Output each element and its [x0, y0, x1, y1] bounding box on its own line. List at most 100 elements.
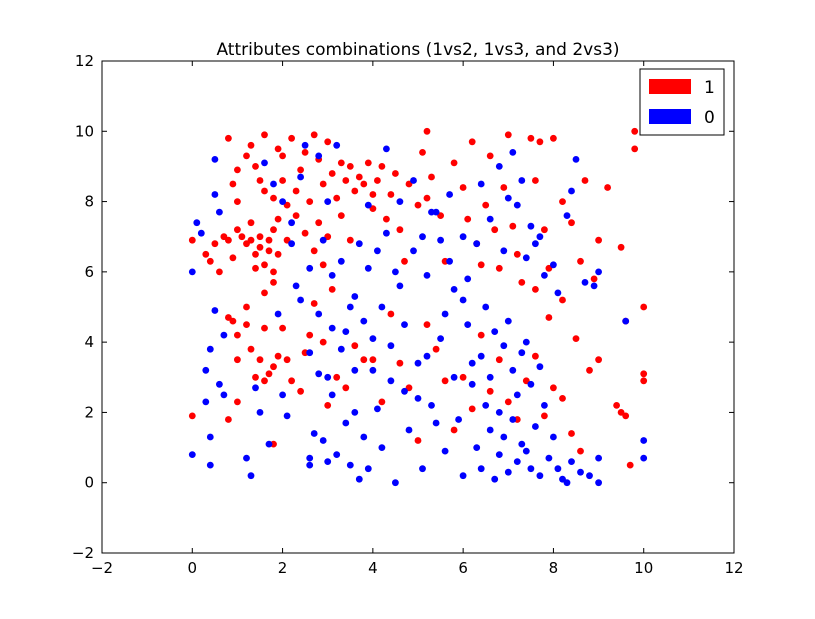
data-point — [229, 180, 237, 188]
data-point — [522, 447, 530, 455]
legend: 10 — [639, 68, 725, 136]
y-tick-label: 8 — [84, 193, 94, 211]
data-point — [622, 317, 630, 325]
data-point — [364, 159, 372, 167]
data-point — [328, 286, 336, 293]
data-point — [604, 184, 611, 191]
data-point — [351, 342, 359, 350]
data-point — [216, 268, 223, 276]
data-point — [419, 465, 426, 473]
data-point — [450, 373, 458, 381]
data-point — [283, 412, 291, 420]
data-point — [532, 423, 539, 430]
data-point — [536, 233, 544, 241]
data-point — [491, 226, 499, 234]
data-point — [513, 201, 521, 209]
data-point — [495, 451, 503, 458]
data-point — [495, 409, 503, 416]
data-point — [541, 402, 548, 409]
data-point — [333, 194, 341, 202]
data-point — [333, 373, 341, 381]
data-point — [613, 402, 620, 409]
data-point — [234, 356, 241, 364]
data-point — [622, 412, 630, 420]
data-point — [522, 254, 530, 262]
data-point — [536, 363, 544, 371]
y-tick-label: 4 — [84, 333, 94, 351]
data-point — [360, 317, 368, 325]
data-point — [243, 152, 250, 160]
data-point — [279, 177, 286, 184]
data-point — [504, 131, 512, 139]
data-point — [595, 268, 602, 276]
data-point — [640, 437, 648, 444]
data-point — [261, 187, 268, 195]
data-point — [509, 366, 517, 374]
data-point — [554, 289, 562, 297]
data-point — [315, 370, 323, 378]
data-point — [342, 328, 350, 335]
data-point — [216, 208, 223, 216]
data-point — [306, 264, 314, 272]
data-point — [568, 458, 575, 465]
data-point — [383, 145, 390, 153]
data-point — [337, 257, 345, 265]
chart-title: Attributes combinations (1vs2, 1vs3, and… — [216, 40, 619, 60]
data-point — [387, 377, 395, 385]
data-point — [252, 264, 259, 272]
data-point — [378, 398, 386, 406]
data-point — [640, 377, 648, 385]
data-point — [270, 268, 277, 276]
data-point — [378, 444, 386, 451]
data-point — [522, 377, 530, 385]
data-point — [468, 359, 476, 367]
data-point — [500, 184, 508, 191]
data-point — [337, 345, 345, 353]
data-point — [288, 134, 295, 142]
data-point — [261, 289, 268, 297]
data-point — [225, 416, 232, 423]
data-point — [396, 226, 404, 234]
data-point — [401, 321, 408, 328]
data-point — [509, 149, 517, 156]
data-point — [473, 444, 481, 451]
data-point — [315, 219, 323, 227]
data-point — [252, 384, 259, 392]
data-point — [455, 416, 462, 423]
data-point — [527, 134, 535, 142]
data-point — [527, 222, 535, 230]
data-point — [640, 303, 648, 311]
legend-label: 0 — [704, 108, 715, 128]
y-tick-label: 12 — [75, 52, 94, 70]
data-point — [265, 370, 273, 378]
data-point — [256, 177, 264, 184]
data-point — [513, 250, 521, 258]
data-point — [532, 177, 539, 184]
data-point — [247, 141, 255, 149]
data-point — [486, 373, 494, 381]
data-point — [261, 261, 268, 269]
y-tick-label: 2 — [84, 403, 94, 421]
data-point — [581, 279, 589, 286]
data-point — [518, 349, 526, 357]
data-point — [450, 159, 458, 167]
data-point — [220, 331, 228, 339]
data-point — [495, 163, 503, 170]
data-point — [378, 303, 386, 311]
data-point — [355, 475, 363, 483]
data-point — [360, 180, 368, 188]
data-point — [364, 465, 372, 473]
x-tick-label: −2 — [91, 559, 113, 577]
data-point — [206, 345, 214, 353]
data-point — [581, 177, 589, 184]
data-point — [319, 261, 327, 269]
data-point — [288, 377, 295, 385]
data-point — [256, 233, 264, 241]
data-point — [188, 412, 196, 420]
data-point — [423, 272, 431, 279]
data-point — [626, 461, 634, 469]
data-point — [342, 419, 350, 427]
data-point — [369, 205, 377, 213]
data-point — [414, 359, 422, 367]
